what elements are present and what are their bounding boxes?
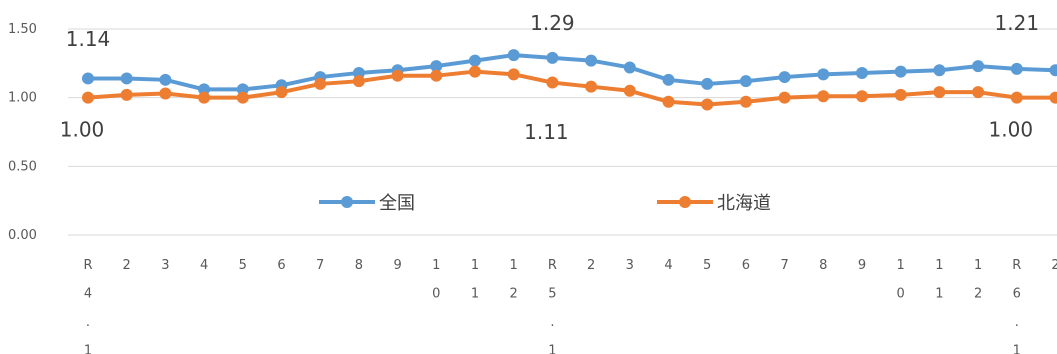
y-tick-label: 1.00 <box>8 91 37 106</box>
x-tick-label: 3 <box>626 258 634 273</box>
legend-label: 北海道 <box>717 193 771 214</box>
x-tick-label: 8 <box>819 258 827 273</box>
data-point <box>430 60 443 73</box>
legend-label: 全国 <box>379 193 415 214</box>
data-point <box>352 66 365 79</box>
data-point <box>778 71 791 84</box>
data-point <box>314 77 327 90</box>
x-tick-label: 5 <box>239 258 247 273</box>
data-point <box>662 73 675 86</box>
data-point <box>894 88 907 101</box>
x-axis-ticks: R 4. 1 2 3 4 5 6 7 8 9 1 0 1 1 1 2 R 5. 1 2 3 4 5 6 7 8 9 1 0 1 1 1 2 R 6. 1… <box>83 258 1057 354</box>
x-tick-label: 2 <box>123 258 131 273</box>
data-label: 1.14 <box>66 27 111 51</box>
data-point <box>739 75 752 88</box>
data-label: 1.11 <box>524 120 569 144</box>
data-point <box>817 90 830 103</box>
data-label: 1.21 <box>995 11 1040 35</box>
x-tick-label: 5 <box>703 258 711 273</box>
data-point <box>120 88 133 101</box>
data-point <box>507 49 520 62</box>
data-point <box>469 65 481 78</box>
data-point <box>1010 62 1023 75</box>
y-tick-label: 1.50 <box>8 22 37 37</box>
data-point <box>546 51 559 64</box>
data-label: 1.29 <box>530 11 575 35</box>
data-point <box>391 69 404 82</box>
data-point <box>198 83 211 96</box>
x-tick-label: 3 <box>161 258 169 273</box>
y-tick-label: 0.50 <box>8 159 37 174</box>
data-point <box>159 87 172 100</box>
data-point <box>623 84 636 97</box>
data-point <box>352 75 365 88</box>
data-point <box>82 72 94 85</box>
data-point <box>120 72 133 85</box>
data-point <box>82 91 94 104</box>
x-tick-label: 7 <box>780 258 788 273</box>
x-tick-label: 9 <box>858 258 866 273</box>
data-point <box>1049 91 1057 104</box>
x-tick-label: 2 <box>587 258 595 273</box>
legend-marker-1 <box>679 196 691 208</box>
data-point <box>817 68 830 81</box>
x-tick-label: 7 <box>316 258 324 273</box>
x-tick-label: 2 <box>1051 258 1057 273</box>
data-point <box>236 91 249 104</box>
data-point <box>198 91 211 104</box>
data-point <box>739 95 752 108</box>
x-tick-label: 4 <box>200 258 208 273</box>
x-tick-label: 6 <box>742 258 750 273</box>
y-tick-label: 0.00 <box>8 228 37 243</box>
data-point <box>546 76 559 89</box>
data-point <box>507 68 520 81</box>
data-point <box>972 86 985 99</box>
data-point <box>894 65 907 78</box>
x-tick-label: 4 <box>664 258 672 273</box>
x-tick-label: 9 <box>393 258 401 273</box>
data-labels: 1.14 1.29 1.21 1.00 1.11 1.00 <box>60 11 1039 144</box>
data-label: 1.00 <box>60 118 105 142</box>
x-tick-label: 8 <box>355 258 363 273</box>
data-point <box>1010 91 1023 104</box>
series-line-1 <box>87 69 1056 107</box>
x-tick-label: 6 <box>277 258 285 273</box>
data-point <box>856 66 868 79</box>
series-line-0 <box>88 53 1056 92</box>
data-point <box>701 98 714 111</box>
y-axis-ticks: 0.00 0.50 1.00 1.50 <box>8 22 37 243</box>
data-point <box>701 77 714 90</box>
data-point <box>972 60 985 73</box>
legend-marker-0 <box>341 196 353 208</box>
data-point <box>585 80 598 93</box>
data-point <box>585 54 598 67</box>
data-point <box>933 64 946 77</box>
data-point <box>1049 64 1057 77</box>
data-point <box>778 91 791 104</box>
data-point <box>933 86 946 99</box>
data-point <box>275 86 288 99</box>
data-point <box>469 54 481 67</box>
data-point <box>662 95 675 108</box>
data-point <box>159 73 172 86</box>
legend: 全国 北海道 <box>319 193 771 214</box>
data-point <box>430 69 443 82</box>
data-point <box>236 83 249 96</box>
data-point <box>623 61 636 74</box>
data-point <box>856 90 868 103</box>
data-label: 1.00 <box>989 118 1034 142</box>
series-layer <box>82 49 1057 111</box>
